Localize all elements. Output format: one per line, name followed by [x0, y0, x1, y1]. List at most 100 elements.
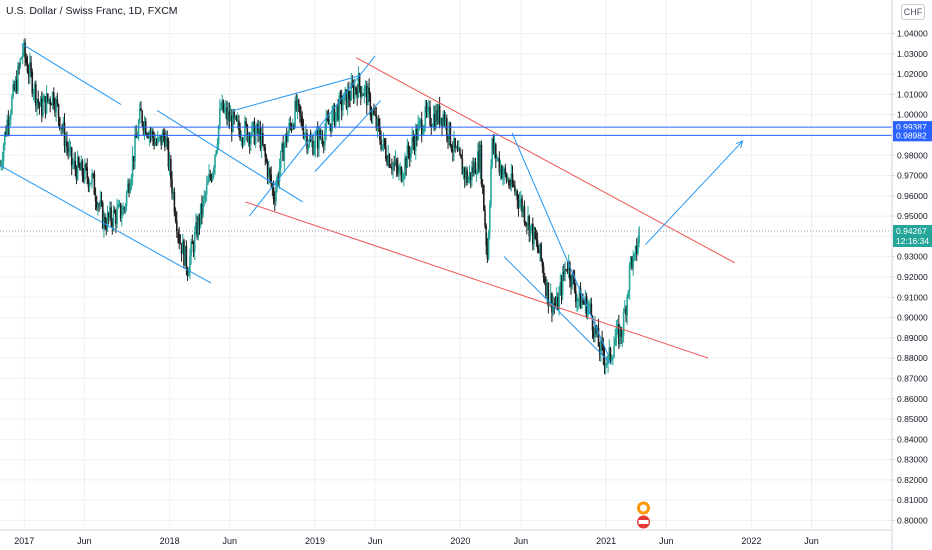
- candle-body: [591, 315, 594, 331]
- candle-body: [121, 214, 123, 219]
- candle-body: [443, 114, 446, 124]
- candle-body: [238, 120, 240, 131]
- candle-body: [590, 303, 593, 316]
- candle-body: [213, 167, 215, 174]
- candle-body: [399, 167, 402, 170]
- candle-body: [88, 183, 91, 188]
- candle-body: [233, 111, 235, 118]
- candle-body: [419, 119, 422, 122]
- candle-body: [208, 174, 210, 182]
- candle-body: [619, 327, 621, 344]
- candle-body: [497, 158, 499, 159]
- event-markers[interactable]: [637, 501, 651, 529]
- candle-body: [331, 112, 333, 132]
- time-axis[interactable]: 2017 Jun 2018 Jun 2019 Jun 2020 Jun 2021 Jun 2022 J…: [14, 536, 819, 546]
- candle-body: [407, 145, 410, 154]
- candle-body: [434, 114, 436, 129]
- candle-body: [76, 157, 79, 180]
- candle-body: [449, 122, 452, 146]
- candle-body: [613, 345, 615, 358]
- candle-body: [428, 107, 430, 108]
- candle-body: [438, 105, 441, 124]
- candle-body: [86, 167, 89, 179]
- candle-body: [370, 115, 373, 117]
- candle-body: [146, 134, 148, 135]
- candle-body: [17, 66, 19, 92]
- y-tick-label: 0.84000: [897, 434, 928, 444]
- y-tick-label: 0.81000: [897, 495, 928, 505]
- candle-body: [350, 82, 353, 101]
- candle-body: [264, 147, 267, 157]
- candle-body: [561, 271, 564, 296]
- candle-body: [546, 282, 548, 296]
- candle-body: [195, 222, 197, 233]
- candle-body: [633, 254, 636, 257]
- candle-body: [408, 153, 411, 158]
- candle-body: [64, 141, 67, 146]
- candle-body: [2, 145, 5, 161]
- candle-body: [518, 201, 521, 207]
- candle-body: [270, 174, 272, 184]
- candle-body: [515, 191, 517, 192]
- candle-body: [260, 132, 263, 149]
- currency-button[interactable]: CHF: [901, 4, 925, 20]
- candle-body: [235, 116, 238, 121]
- candle-body: [336, 105, 338, 113]
- candle-body: [333, 105, 336, 126]
- candle-body: [162, 132, 165, 137]
- price-axis[interactable]: 0.80000 0.81000 0.82000 0.83000 0.84000 0.850…: [892, 29, 928, 526]
- candle-body: [258, 128, 261, 135]
- candle-body: [69, 147, 72, 149]
- candle-body: [602, 343, 605, 356]
- candle-body: [49, 99, 51, 105]
- candle-body: [424, 106, 427, 126]
- candle-body: [27, 72, 30, 76]
- candle-body: [45, 93, 48, 114]
- candle-body: [189, 255, 191, 273]
- candle-body: [367, 87, 369, 106]
- y-tick-label: 1.02000: [897, 69, 928, 79]
- candle-body: [246, 124, 249, 141]
- candle-body: [312, 140, 314, 155]
- candle-body: [178, 234, 180, 243]
- candle-body: [159, 135, 161, 138]
- candle-body: [355, 87, 357, 91]
- candle-body: [57, 104, 60, 118]
- candle-body: [265, 156, 268, 163]
- candle-body: [205, 184, 208, 195]
- candle-body: [486, 245, 489, 259]
- candle-body: [31, 71, 34, 94]
- candle-body: [346, 90, 349, 109]
- current-price-tag: [893, 224, 932, 247]
- candle-body: [387, 154, 390, 165]
- candle-body: [138, 108, 141, 123]
- arrow-head: [735, 140, 744, 148]
- candle-body: [447, 135, 449, 140]
- candle-body: [631, 256, 633, 268]
- candle-body: [117, 204, 120, 208]
- candle-body: [170, 158, 172, 180]
- candle-body: [451, 150, 454, 152]
- candle-body: [511, 173, 514, 185]
- candle-body: [32, 92, 35, 94]
- candle-body: [183, 240, 185, 266]
- candle-body: [559, 282, 562, 292]
- candle-body: [369, 94, 372, 116]
- candle-body: [563, 271, 565, 275]
- candle-body: [1, 160, 4, 165]
- candle-body: [474, 162, 477, 175]
- candle-body: [160, 135, 163, 146]
- candle-body: [582, 300, 584, 303]
- candle-body: [37, 99, 40, 103]
- blue-trendline: [248, 55, 376, 217]
- y-tick-label: 0.80000: [897, 516, 928, 526]
- candle-body: [406, 145, 409, 168]
- candle-body: [552, 303, 554, 313]
- candle-body: [93, 174, 96, 195]
- candle-body: [226, 107, 228, 120]
- candle-body: [456, 147, 459, 152]
- candle-body: [242, 139, 245, 143]
- candle-body: [153, 137, 155, 146]
- candle-body: [155, 142, 158, 144]
